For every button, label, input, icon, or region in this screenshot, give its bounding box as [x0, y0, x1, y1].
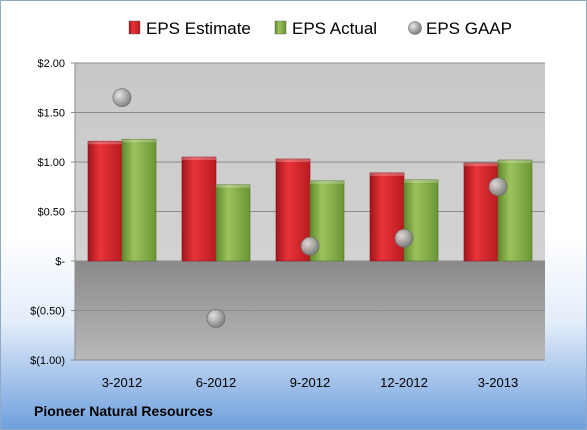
- legend-swatch: [408, 21, 422, 35]
- company-caption: Pioneer Natural Resources: [34, 403, 213, 419]
- eps-estimate-bar: [369, 172, 405, 262]
- legend-label: EPS GAAP: [426, 19, 512, 38]
- eps-gaap-point: [488, 177, 508, 197]
- legend-swatch: [274, 20, 287, 35]
- eps-actual-bar-highlight: [216, 184, 250, 188]
- eps-estimate-bar-highlight: [182, 157, 216, 161]
- legend-label: EPS Actual: [292, 19, 377, 38]
- eps-gaap-point: [300, 236, 320, 256]
- eps-actual-bar: [403, 179, 439, 262]
- y-tick-label: $(0.50): [30, 306, 65, 318]
- eps-gaap-point: [394, 228, 414, 248]
- eps-actual-bar-highlight: [498, 160, 532, 164]
- eps-actual-bar: [497, 159, 533, 262]
- eps-gaap-point: [112, 88, 132, 108]
- legend-swatch: [128, 20, 141, 35]
- eps-actual-bar-highlight: [122, 139, 156, 143]
- eps-estimate-bar: [181, 156, 217, 262]
- eps-gaap-point: [206, 309, 226, 328]
- eps-estimate-bar-highlight: [370, 172, 404, 176]
- x-category-label: 12-2012: [380, 375, 428, 390]
- eps-estimate-bar: [87, 140, 123, 262]
- eps-estimate-bar-highlight: [464, 162, 498, 166]
- eps-actual-bar: [121, 138, 157, 262]
- eps-estimate-bar-highlight: [88, 141, 122, 145]
- y-tick-label: $0.50: [37, 207, 65, 219]
- legend-label: EPS Estimate: [146, 19, 251, 38]
- x-category-label: 3-2013: [478, 375, 518, 390]
- y-tick-label: $2.00: [37, 58, 65, 70]
- eps-actual-bar-highlight: [404, 179, 438, 183]
- x-category-label: 6-2012: [196, 375, 236, 390]
- x-category-label: 9-2012: [290, 375, 330, 390]
- eps-actual-bar: [215, 184, 251, 262]
- y-tick-label: $1.00: [37, 157, 65, 169]
- y-tick-label: $1.50: [37, 108, 65, 120]
- eps-actual-bar-highlight: [310, 180, 344, 184]
- y-tick-label: $-: [55, 256, 65, 268]
- eps-estimate-bar: [463, 162, 499, 262]
- x-category-label: 3-2012: [102, 375, 142, 390]
- y-tick-label: $(1.00): [30, 355, 65, 367]
- eps-estimate-bar-highlight: [276, 159, 310, 163]
